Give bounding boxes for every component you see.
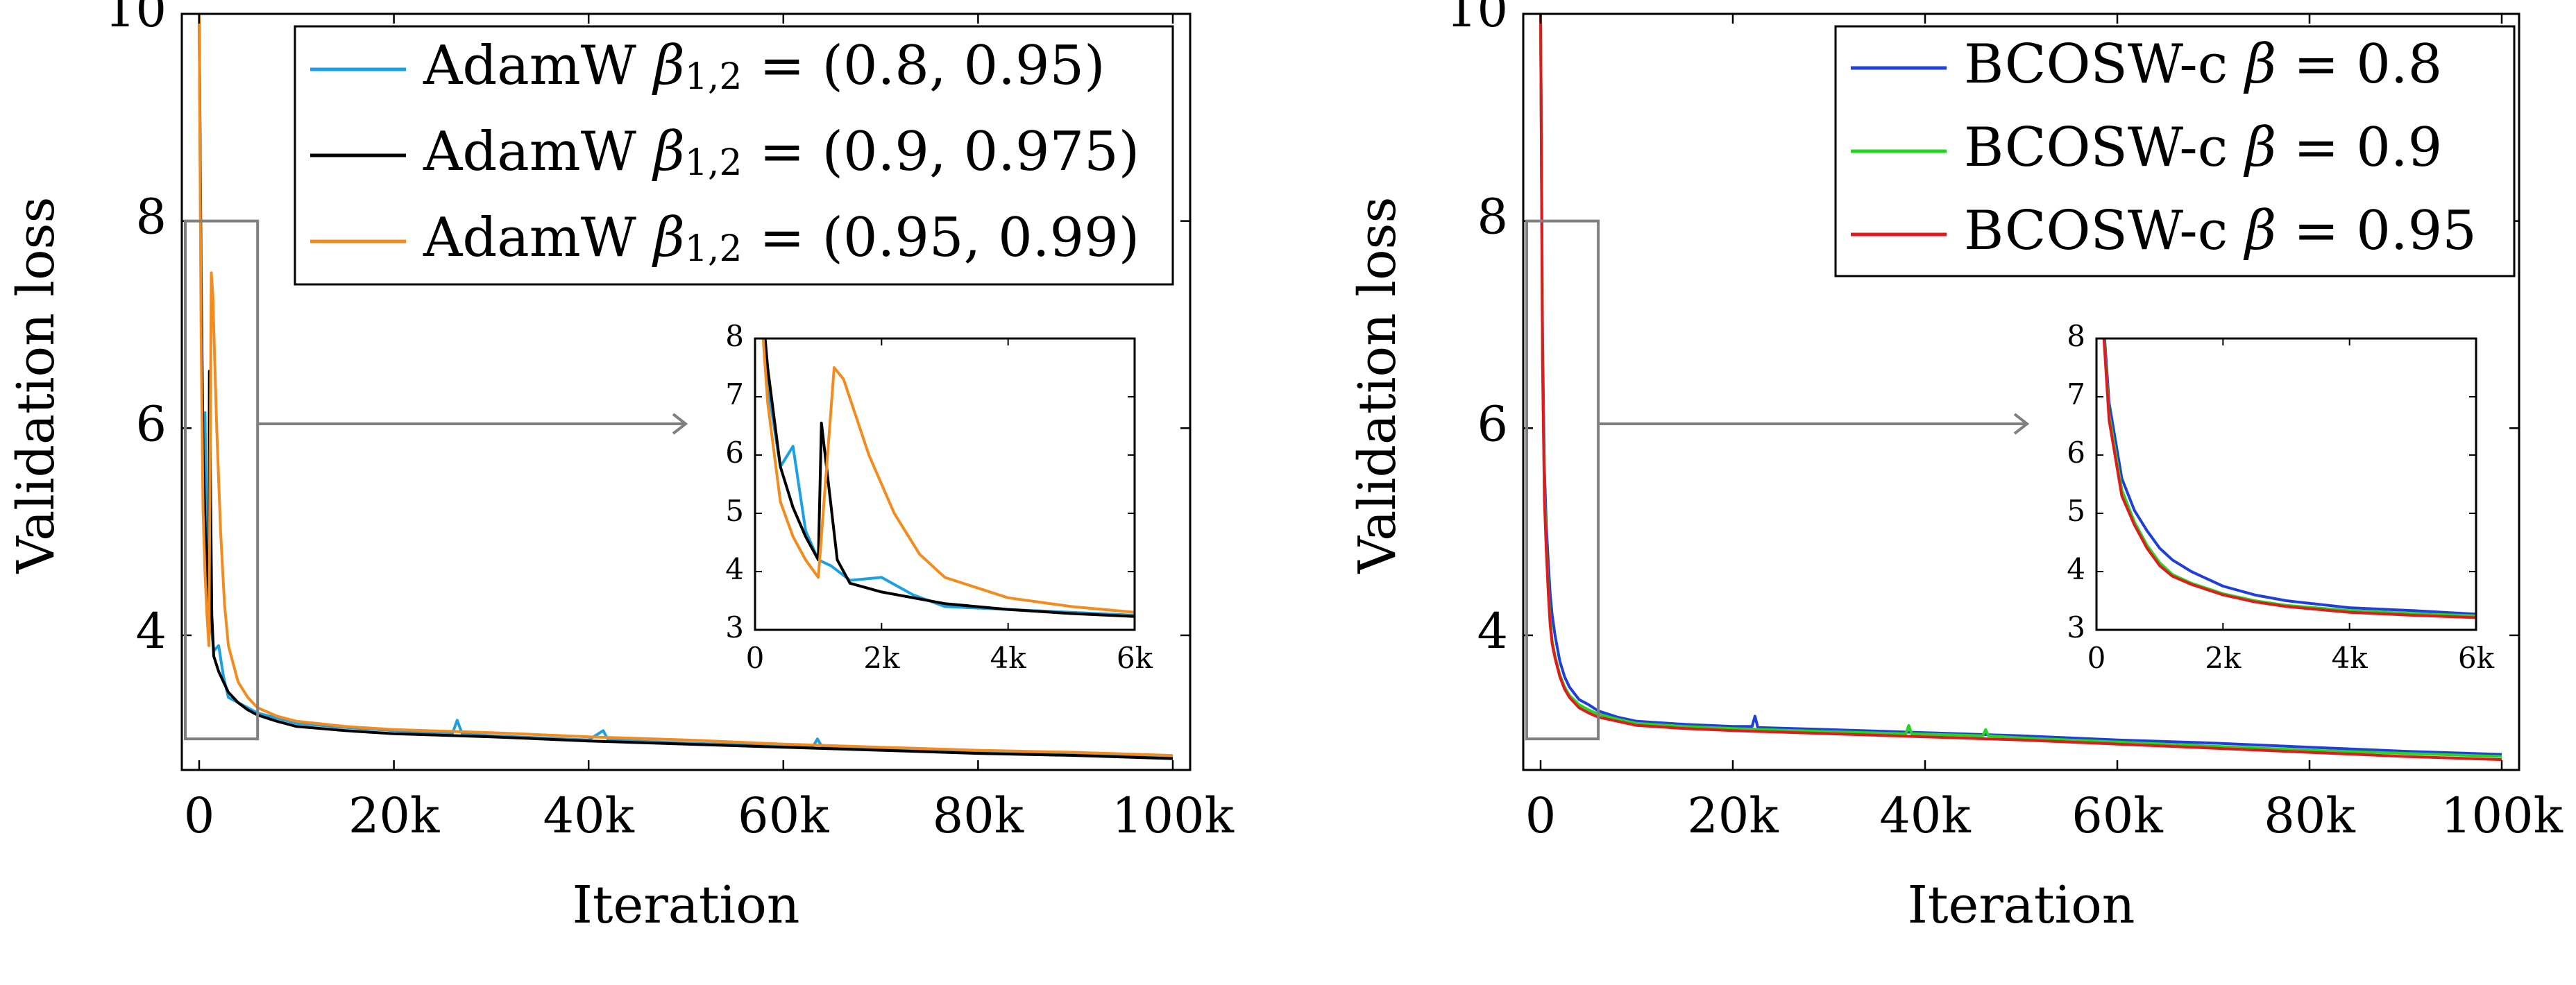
x-tick-label: 100k [1112, 787, 1235, 844]
y-tick-label: 4 [135, 603, 167, 660]
x-tick-label: 40k [1879, 787, 1971, 844]
inset-y-tick-label: 7 [2067, 377, 2085, 411]
inset-y-tick-label: 6 [2067, 436, 2085, 470]
legend-label: BCOSW-c β = 0.95 [1964, 200, 2477, 262]
inset-x-tick-label: 0 [2087, 641, 2106, 675]
inset-series-line-2 [2102, 339, 2476, 619]
y-tick-label: 6 [135, 395, 167, 452]
legend-label: BCOSW-c β = 0.9 [1964, 117, 2442, 179]
zoom-arrow-head [672, 413, 688, 435]
y-tick-label: 6 [1477, 395, 1508, 452]
inset-series-group [2102, 339, 2476, 619]
x-tick-label: 40k [543, 787, 634, 844]
legend-box [1834, 25, 2516, 277]
plot-frame [180, 12, 1192, 771]
x-tick-label: 100k [2441, 787, 2564, 844]
inset-series-line-2 [761, 339, 1135, 614]
inset-x-tick-label: 6k [1117, 641, 1153, 675]
inset-y-tick-label: 8 [725, 319, 744, 353]
inset-x-tick-label: 6k [2458, 641, 2495, 675]
inset-y-tick-label: 5 [725, 494, 744, 528]
x-tick-label: 0 [1525, 787, 1557, 844]
y-tick-label: 10 [105, 0, 167, 38]
zoom-box [1525, 219, 1600, 741]
inset-series-line-0 [2103, 339, 2476, 616]
legend: BCOSW-c β = 0.8 BCOSW-c β = 0.9 BCOSW-c β … [1834, 25, 2516, 277]
zoom-box [184, 219, 260, 741]
legend-label: AdamW β1,2 = (0.9, 0.975) [423, 121, 1139, 184]
inset-x-tick-label: 2k [863, 641, 900, 675]
inset-background [2096, 339, 2476, 630]
inset-frame [754, 337, 1136, 631]
series-group [198, 14, 1173, 760]
legend-label: AdamW β1,2 = (0.95, 0.99) [423, 207, 1139, 270]
inset-x-tick-label: 0 [746, 641, 765, 675]
legend: AdamW β1,2 = (0.8, 0.95) AdamW β1,2 = (0.… [294, 25, 1174, 286]
inset-background [755, 339, 1135, 630]
chart-adamw: 0 20k 40k 60k 80k 100k 4 6 8 10 Iteration Validatio… [6, 0, 1235, 935]
x-tick-label: 60k [738, 787, 829, 844]
series-line-1 [198, 14, 1173, 760]
legend-label: BCOSW-c β = 0.8 [1964, 33, 2442, 96]
inset-y-tick-label: 7 [725, 377, 744, 411]
y-axis-label: Validation loss [6, 197, 66, 574]
inset-y-tick-label: 3 [2067, 610, 2085, 644]
legend-box [294, 25, 1174, 286]
inset-x-tick-label: 4k [990, 641, 1027, 675]
inset-y-tick-label: 4 [2067, 552, 2085, 586]
inset-series-group [761, 339, 1135, 618]
legend-label: AdamW β1,2 = (0.8, 0.95) [423, 35, 1105, 98]
series-group [1539, 14, 2502, 762]
inset-y-tick-label: 8 [2067, 319, 2085, 353]
x-axis-label: Iteration [573, 875, 800, 935]
chart-bcosw: 0 20k 40k 60k 80k 100k 4 6 8 10 Iteration Validatio… [1348, 0, 2564, 935]
x-tick-label: 60k [2071, 787, 2163, 844]
inset-y-tick-label: 5 [2067, 494, 2085, 528]
x-tick-label: 20k [348, 787, 440, 844]
series-line-2 [198, 14, 1173, 757]
series-line-2 [1539, 14, 2502, 762]
inset-series-line-1 [763, 339, 1135, 618]
y-tick-label: 4 [1477, 603, 1508, 660]
plot-frame [1522, 12, 2520, 771]
inset-frame [2095, 337, 2477, 631]
zoom-arrow-head [2013, 413, 2030, 435]
y-tick-label: 8 [135, 189, 167, 246]
inset-y-tick-label: 6 [725, 436, 744, 470]
y-tick-label: 8 [1477, 189, 1508, 246]
x-tick-label: 20k [1687, 787, 1779, 844]
inset-y-tick-label: 4 [725, 552, 744, 586]
inset-y-tick-label: 3 [725, 610, 744, 644]
x-tick-label: 80k [2264, 787, 2355, 844]
y-axis-label: Validation loss [1348, 197, 1407, 574]
series-line-0 [1539, 14, 2502, 756]
inset-x-tick-label: 4k [2332, 641, 2369, 675]
x-tick-label: 0 [184, 787, 215, 844]
y-tick-label: 10 [1446, 0, 1508, 38]
x-axis-label: Iteration [1908, 875, 2135, 935]
inset-x-tick-label: 2k [2205, 641, 2242, 675]
x-tick-label: 80k [933, 787, 1024, 844]
